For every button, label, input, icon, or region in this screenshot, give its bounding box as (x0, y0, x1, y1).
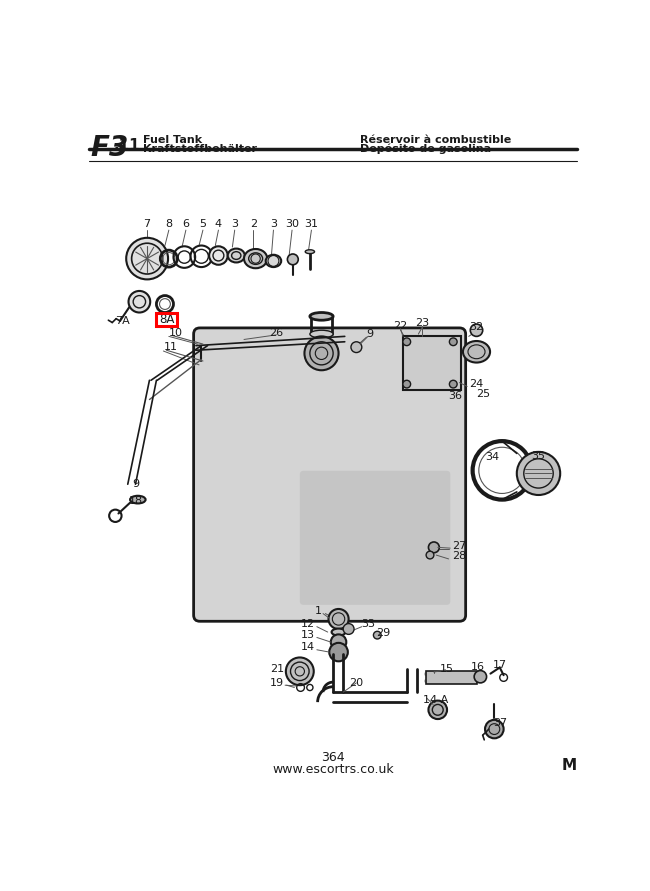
Ellipse shape (306, 249, 315, 254)
Text: 6: 6 (183, 219, 189, 229)
Text: 24: 24 (469, 379, 483, 389)
Ellipse shape (130, 495, 146, 503)
Text: 18: 18 (129, 496, 143, 506)
Circle shape (129, 291, 150, 313)
Text: 9: 9 (366, 329, 373, 339)
Circle shape (485, 720, 504, 739)
FancyBboxPatch shape (194, 328, 465, 621)
Ellipse shape (244, 249, 267, 268)
Circle shape (373, 632, 381, 639)
Circle shape (517, 452, 560, 495)
Text: 22: 22 (393, 322, 408, 331)
Text: 21: 21 (270, 664, 284, 674)
Text: M: M (562, 757, 577, 772)
Bar (426, 671, 476, 683)
Text: 25: 25 (476, 389, 491, 399)
Text: 364: 364 (321, 751, 345, 764)
Text: 26: 26 (270, 328, 283, 338)
Text: Fuel Tank: Fuel Tank (143, 135, 202, 144)
Text: 8: 8 (165, 219, 172, 229)
Ellipse shape (266, 255, 281, 267)
Text: 9: 9 (132, 479, 139, 489)
Text: 35: 35 (532, 451, 545, 461)
Text: 15: 15 (440, 664, 454, 674)
Text: 20: 20 (349, 678, 363, 688)
Text: Réservoir à combustible: Réservoir à combustible (360, 135, 512, 144)
Circle shape (331, 634, 346, 650)
Circle shape (209, 246, 228, 265)
Text: 34: 34 (486, 453, 500, 462)
Bar (403, 337, 461, 390)
Text: 28: 28 (452, 551, 466, 560)
Ellipse shape (310, 331, 333, 338)
Text: 7A: 7A (115, 316, 130, 326)
Text: 37: 37 (493, 718, 507, 728)
Circle shape (428, 700, 447, 719)
Text: www.escortrs.co.uk: www.escortrs.co.uk (272, 763, 394, 776)
Ellipse shape (227, 249, 245, 263)
Text: Kraftstoffbehälter: Kraftstoffbehälter (143, 143, 257, 154)
Circle shape (474, 671, 487, 683)
Text: 10: 10 (169, 328, 183, 338)
Text: 32: 32 (469, 323, 484, 332)
Text: 33: 33 (361, 619, 375, 629)
Text: Depósito de gasolina: Depósito de gasolina (360, 143, 491, 154)
Text: 5: 5 (200, 219, 207, 229)
Text: 4: 4 (215, 219, 222, 229)
Text: 16: 16 (471, 663, 485, 673)
FancyBboxPatch shape (300, 470, 450, 605)
Ellipse shape (332, 628, 346, 635)
Circle shape (403, 380, 411, 388)
Text: 27: 27 (452, 541, 466, 551)
Circle shape (403, 338, 411, 346)
Text: 31: 31 (304, 219, 318, 229)
Circle shape (426, 552, 434, 559)
Text: 19: 19 (270, 678, 284, 688)
Circle shape (471, 324, 483, 337)
Text: 3: 3 (231, 219, 238, 229)
Text: 7: 7 (144, 219, 151, 229)
Circle shape (343, 624, 354, 634)
Text: 8A: 8A (159, 313, 174, 325)
Ellipse shape (463, 341, 490, 363)
Text: 29: 29 (376, 628, 391, 638)
Text: 36: 36 (448, 390, 463, 401)
Circle shape (330, 642, 348, 661)
Circle shape (328, 609, 348, 629)
Circle shape (449, 380, 457, 388)
Text: 11: 11 (163, 342, 177, 352)
Text: 14 A: 14 A (422, 695, 448, 705)
Text: 1: 1 (315, 606, 322, 617)
Circle shape (449, 338, 457, 346)
Text: 13: 13 (302, 630, 315, 640)
Circle shape (286, 658, 314, 685)
Text: 14: 14 (301, 642, 315, 652)
Circle shape (126, 238, 168, 280)
Text: 3: 3 (270, 219, 277, 229)
Text: 17: 17 (493, 660, 507, 670)
Text: F3: F3 (90, 134, 129, 162)
Text: 12: 12 (301, 619, 315, 629)
Circle shape (351, 342, 362, 353)
Text: 30: 30 (285, 219, 299, 229)
Circle shape (304, 337, 339, 371)
Bar (157, 313, 177, 325)
Text: 2: 2 (250, 219, 257, 229)
Circle shape (428, 542, 439, 552)
Ellipse shape (310, 313, 333, 320)
Text: .11: .11 (114, 138, 140, 152)
Circle shape (287, 254, 298, 265)
Text: 23: 23 (415, 318, 429, 328)
